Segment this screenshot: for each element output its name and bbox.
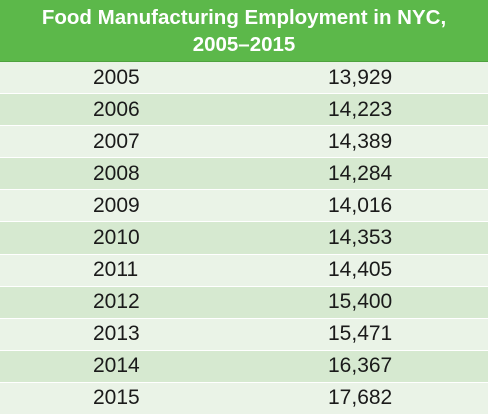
- year-cell: 2006: [93, 97, 140, 121]
- table-row: 2007 14,389: [0, 126, 488, 159]
- table-row: 2008 14,284: [0, 158, 488, 191]
- year-cell: 2005: [93, 65, 140, 89]
- employment-value-cell: 14,223: [328, 97, 393, 121]
- employment-value-cell: 14,353: [328, 226, 393, 250]
- year-cell: 2011: [93, 258, 139, 282]
- year-cell: 2009: [93, 193, 140, 217]
- employment-value-cell: 15,471: [328, 322, 393, 346]
- employment-value-cell: 15,400: [328, 290, 393, 314]
- year-cell: 2008: [93, 161, 140, 185]
- employment-value-cell: 17,682: [328, 386, 393, 410]
- table-header: Food Manufacturing Employment in NYC, 20…: [0, 0, 488, 62]
- table-row: 2011 14,405: [0, 254, 488, 287]
- employment-value-cell: 14,405: [328, 258, 393, 282]
- employment-value-cell: 16,367: [328, 354, 393, 378]
- year-cell: 2007: [93, 129, 140, 153]
- table-row: 2015 17,682: [0, 382, 488, 414]
- table-body: 2005 13,929 2006 14,223 2007 14,389 2008 14,284…: [0, 62, 488, 414]
- employment-value-cell: 13,929: [328, 65, 393, 89]
- table-row: 2006 14,223: [0, 94, 488, 127]
- table-row: 2010 14,353: [0, 222, 488, 255]
- year-cell: 2010: [93, 226, 140, 250]
- employment-value-cell: 14,016: [328, 193, 393, 217]
- year-cell: 2013: [93, 322, 140, 346]
- employment-value-cell: 14,284: [328, 161, 393, 185]
- table-row: 2014 16,367: [0, 350, 488, 383]
- year-cell: 2014: [93, 354, 140, 378]
- table-row: 2012 15,400: [0, 286, 488, 319]
- table-row: 2005 13,929: [0, 62, 488, 95]
- table-row: 2013 15,471: [0, 318, 488, 351]
- year-cell: 2015: [93, 386, 140, 410]
- table-row: 2009 14,016: [0, 190, 488, 223]
- table-title-line-1: Food Manufacturing Employment in NYC,: [41, 5, 447, 29]
- employment-value-cell: 14,389: [328, 129, 393, 153]
- table-title-line-2: 2005–2015: [192, 32, 296, 56]
- year-cell: 2012: [93, 290, 140, 314]
